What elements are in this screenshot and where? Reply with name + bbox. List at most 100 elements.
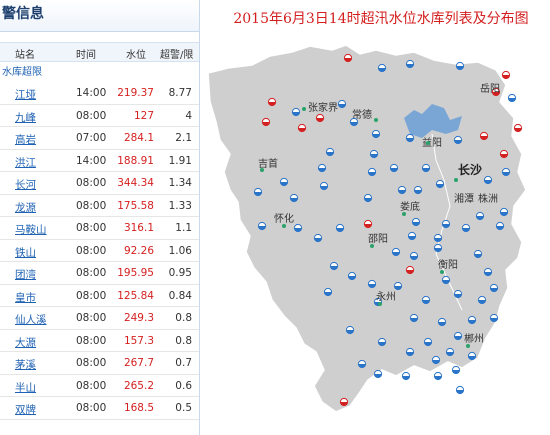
reservoir-icon[interactable] bbox=[377, 63, 387, 73]
station-link[interactable]: 半山 bbox=[15, 381, 36, 394]
station-link[interactable]: 长河 bbox=[15, 179, 36, 191]
reservoir-icon-over-limit[interactable] bbox=[491, 87, 501, 97]
reservoir-icon[interactable] bbox=[367, 279, 377, 289]
reservoir-icon[interactable] bbox=[401, 371, 411, 381]
reservoir-icon-over-limit[interactable] bbox=[261, 117, 271, 127]
reservoir-icon[interactable] bbox=[413, 185, 423, 195]
reservoir-icon[interactable] bbox=[397, 185, 407, 195]
reservoir-icon[interactable] bbox=[409, 251, 419, 261]
reservoir-icon[interactable] bbox=[445, 347, 455, 357]
reservoir-icon[interactable] bbox=[405, 59, 415, 69]
reservoir-icon[interactable] bbox=[483, 267, 493, 277]
station-link[interactable]: 江垭 bbox=[15, 89, 36, 101]
station-over: 0.95 bbox=[168, 267, 192, 279]
reservoir-icon[interactable] bbox=[495, 221, 505, 231]
reservoir-icon[interactable] bbox=[319, 181, 329, 191]
reservoir-icon[interactable] bbox=[279, 177, 289, 187]
reservoir-icon[interactable] bbox=[371, 129, 381, 139]
reservoir-icon-over-limit[interactable] bbox=[267, 97, 277, 107]
reservoir-icon[interactable] bbox=[451, 365, 461, 375]
reservoir-icon[interactable] bbox=[373, 369, 383, 379]
reservoir-icon[interactable] bbox=[289, 193, 299, 203]
reservoir-icon[interactable] bbox=[431, 355, 441, 365]
reservoir-icon[interactable] bbox=[349, 117, 359, 127]
station-link[interactable]: 高岩 bbox=[15, 134, 36, 146]
station-link[interactable]: 九峰 bbox=[15, 111, 36, 124]
reservoir-icon[interactable] bbox=[367, 167, 377, 177]
reservoir-icon-over-limit[interactable] bbox=[405, 265, 415, 275]
reservoir-icon[interactable] bbox=[335, 223, 345, 233]
reservoir-icon[interactable] bbox=[325, 147, 335, 157]
reservoir-icon[interactable] bbox=[421, 163, 431, 173]
station-link[interactable]: 大源 bbox=[15, 336, 36, 349]
reservoir-icon[interactable] bbox=[467, 315, 477, 325]
reservoir-icon[interactable] bbox=[455, 385, 465, 395]
station-link[interactable]: 洪江 bbox=[15, 156, 36, 169]
reservoir-icon[interactable] bbox=[393, 281, 403, 291]
reservoir-icon[interactable] bbox=[507, 93, 517, 103]
reservoir-icon[interactable] bbox=[453, 331, 463, 341]
reservoir-icon[interactable] bbox=[437, 317, 447, 327]
station-link[interactable]: 龙源 bbox=[15, 201, 36, 214]
station-link[interactable]: 马鞍山 bbox=[15, 224, 47, 236]
reservoir-icon[interactable] bbox=[433, 243, 443, 253]
station-link[interactable]: 茅溪 bbox=[15, 359, 36, 371]
reservoir-icon[interactable] bbox=[441, 219, 451, 229]
reservoir-icon-over-limit[interactable] bbox=[343, 53, 353, 63]
reservoir-icon[interactable] bbox=[453, 135, 463, 145]
reservoir-icon[interactable] bbox=[257, 221, 267, 231]
reservoir-icon[interactable] bbox=[409, 313, 419, 323]
reservoir-icon-over-limit[interactable] bbox=[297, 123, 307, 133]
reservoir-icon[interactable] bbox=[329, 261, 339, 271]
station-link[interactable]: 双牌 bbox=[15, 404, 36, 416]
reservoir-icon[interactable] bbox=[461, 223, 471, 233]
reservoir-icon-over-limit[interactable] bbox=[339, 397, 349, 407]
reservoir-icon[interactable] bbox=[347, 271, 357, 281]
reservoir-icon-over-limit[interactable] bbox=[479, 131, 489, 141]
reservoir-icon[interactable] bbox=[467, 351, 477, 361]
reservoir-icon[interactable] bbox=[291, 107, 301, 117]
reservoir-icon[interactable] bbox=[369, 149, 379, 159]
reservoir-icon[interactable] bbox=[405, 133, 415, 143]
reservoir-icon[interactable] bbox=[253, 187, 263, 197]
station-link[interactable]: 仙人溪 bbox=[15, 314, 47, 326]
reservoir-icon[interactable] bbox=[501, 167, 511, 177]
reservoir-icon[interactable] bbox=[411, 217, 421, 227]
reservoir-icon[interactable] bbox=[433, 233, 443, 243]
reservoir-icon[interactable] bbox=[363, 193, 373, 203]
station-link[interactable]: 铁山 bbox=[15, 246, 36, 259]
reservoir-icon[interactable] bbox=[421, 295, 431, 305]
reservoir-icon[interactable] bbox=[489, 283, 499, 293]
reservoir-icon[interactable] bbox=[405, 347, 415, 357]
reservoir-icon[interactable] bbox=[389, 163, 399, 173]
reservoir-icon[interactable] bbox=[317, 163, 327, 173]
reservoir-icon[interactable] bbox=[499, 207, 509, 217]
reservoir-icon[interactable] bbox=[477, 295, 487, 305]
reservoir-icon[interactable] bbox=[433, 371, 443, 381]
reservoir-icon-over-limit[interactable] bbox=[363, 219, 373, 229]
reservoir-icon[interactable] bbox=[391, 247, 401, 257]
reservoir-icon[interactable] bbox=[323, 287, 333, 297]
reservoir-icon[interactable] bbox=[483, 175, 493, 185]
reservoir-icon[interactable] bbox=[455, 61, 465, 71]
reservoir-icon-over-limit[interactable] bbox=[499, 149, 509, 159]
reservoir-icon[interactable] bbox=[377, 337, 387, 347]
reservoir-icon[interactable] bbox=[293, 223, 303, 233]
reservoir-icon[interactable] bbox=[441, 275, 451, 285]
station-link[interactable]: 皇市 bbox=[15, 291, 36, 304]
reservoir-icon[interactable] bbox=[313, 233, 323, 243]
reservoir-icon[interactable] bbox=[345, 325, 355, 335]
reservoir-icon-over-limit[interactable] bbox=[513, 123, 523, 133]
reservoir-icon[interactable] bbox=[475, 211, 485, 221]
reservoir-icon-over-limit[interactable] bbox=[501, 70, 511, 80]
reservoir-icon[interactable] bbox=[453, 289, 463, 299]
reservoir-icon[interactable] bbox=[473, 249, 483, 259]
station-link[interactable]: 团湾 bbox=[15, 269, 36, 281]
reservoir-icon[interactable] bbox=[337, 99, 347, 109]
reservoir-icon-over-limit[interactable] bbox=[315, 113, 325, 123]
reservoir-icon[interactable] bbox=[489, 313, 499, 323]
reservoir-icon[interactable] bbox=[423, 337, 433, 347]
reservoir-icon[interactable] bbox=[435, 179, 445, 189]
reservoir-icon[interactable] bbox=[407, 231, 417, 241]
reservoir-icon[interactable] bbox=[357, 359, 367, 369]
